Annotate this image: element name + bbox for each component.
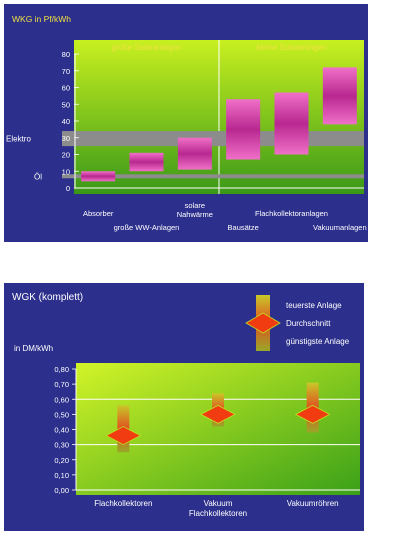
average-diamond bbox=[294, 404, 331, 424]
chart-wkg-pf: WKG in Pf/kWh große Solaranlagen kleine S… bbox=[4, 4, 368, 242]
y-tick-label: 0,40 bbox=[54, 426, 69, 435]
y-tick-label: 0,80 bbox=[54, 365, 69, 374]
y-tick-label: 40 bbox=[62, 117, 70, 126]
chart-title: WGK (komplett) bbox=[12, 292, 83, 303]
y-tick-label: 80 bbox=[62, 50, 70, 59]
reference-line-oel bbox=[62, 174, 364, 179]
average-diamond bbox=[200, 404, 236, 424]
x-tick-label: solare Nahwärme bbox=[177, 201, 213, 219]
reference-label: Elektro bbox=[6, 135, 31, 144]
reference-label: Öl bbox=[34, 172, 42, 181]
y-tick-label: 70 bbox=[62, 67, 70, 76]
y-tick-label: 0,50 bbox=[54, 410, 69, 419]
y-tick-label: 0,10 bbox=[54, 471, 69, 480]
range-bar bbox=[322, 67, 357, 125]
range-bar bbox=[81, 171, 116, 182]
legend-entry: teuerste Anlage bbox=[286, 301, 342, 310]
x-tick-label: Flachkollektoren bbox=[94, 499, 152, 508]
y-axis-label: in DM/kWh bbox=[14, 344, 53, 353]
x-tick-label: Absorber bbox=[83, 209, 114, 218]
x-tick-label: Flachkollektoranlagen bbox=[255, 209, 328, 218]
y-tick-label: 60 bbox=[62, 84, 70, 93]
legend-entry: Durchschnitt bbox=[286, 319, 331, 328]
chart-wgk-komplett: WGK (komplett) in DM/kWh teuerste Anlage… bbox=[4, 283, 364, 531]
x-tick-label: Vakuumröhren bbox=[287, 499, 339, 508]
y-tick-label: 0,30 bbox=[54, 441, 69, 450]
range-bar bbox=[129, 152, 164, 172]
range-bar bbox=[177, 137, 212, 170]
y-tick-label: 50 bbox=[62, 100, 70, 109]
y-tick-label: 0,70 bbox=[54, 380, 69, 389]
y-tick-label: 0,00 bbox=[54, 486, 69, 495]
chart-title: WKG in Pf/kWh bbox=[12, 14, 71, 24]
average-diamond bbox=[105, 426, 142, 446]
x-tick-label: Bausätze bbox=[228, 223, 259, 232]
y-tick-label: 20 bbox=[62, 151, 70, 160]
range-bar bbox=[274, 92, 309, 155]
group-label: große Solaranlagen bbox=[111, 43, 181, 52]
range-bar bbox=[226, 99, 261, 160]
x-tick-label: Vakuumanlagen bbox=[313, 223, 367, 232]
reference-band-elektro bbox=[62, 131, 364, 147]
y-tick-label: 30 bbox=[62, 134, 70, 143]
y-tick-label: 10 bbox=[62, 167, 70, 176]
legend-entry: günstigste Anlage bbox=[286, 337, 350, 346]
legend-average-diamond bbox=[245, 312, 281, 334]
y-tick-label: 0,60 bbox=[54, 395, 69, 404]
group-label: kleine Solaranlagen bbox=[256, 43, 326, 52]
y-tick-label: 0 bbox=[66, 184, 70, 193]
y-tick-label: 0,20 bbox=[54, 456, 69, 465]
x-tick-label: große WW-Anlagen bbox=[114, 223, 180, 232]
x-tick-label: Vakuum Flachkollektoren bbox=[189, 499, 247, 518]
